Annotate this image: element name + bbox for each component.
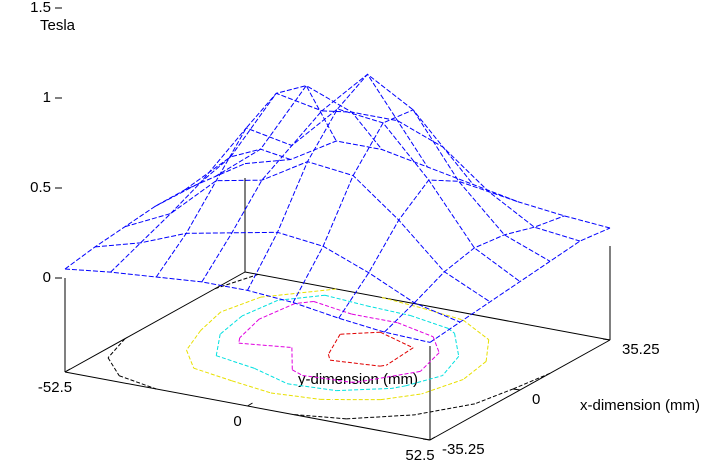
contour-segment [327, 354, 331, 361]
surface-line [247, 73, 428, 291]
contour-segment [454, 333, 460, 357]
contour-segment [254, 367, 288, 385]
contour-segment [292, 369, 303, 376]
surface-line [110, 148, 291, 273]
y-tick-label: -52.5 [38, 379, 72, 396]
contour-segment [423, 307, 464, 321]
contour-segment [302, 374, 352, 383]
contour-segment [380, 331, 414, 349]
contour-segment [238, 342, 292, 348]
surface-line [384, 215, 565, 333]
surface-line [64, 268, 431, 343]
z-axis-label: Tesla [40, 17, 76, 34]
contour-segment [346, 414, 415, 420]
x-tick [602, 338, 611, 341]
surface-line [154, 108, 521, 283]
surface-line [184, 73, 551, 262]
contour-segment [107, 338, 126, 359]
contour-segment [327, 333, 341, 355]
contour-segment [442, 356, 460, 376]
y-axis-label: y-dimension (mm) [298, 371, 418, 388]
surface-line [201, 110, 383, 283]
surface-line [338, 179, 519, 319]
contour-segment [462, 319, 490, 341]
y-tick-label: 0 [233, 413, 241, 430]
x-axis-label: x-dimension (mm) [580, 397, 700, 414]
contour-segment [351, 313, 398, 324]
contour-segment [485, 339, 490, 362]
x-tick [512, 388, 521, 391]
contour-segment [432, 336, 440, 353]
contour-segment [357, 370, 421, 383]
y-tick [247, 402, 253, 407]
contour-segment [214, 273, 259, 290]
contour-segment [241, 299, 278, 317]
contour-segment [324, 294, 367, 307]
contour-segment [513, 372, 551, 390]
contour-segment [340, 331, 381, 335]
contour-segment [380, 364, 387, 367]
x-tick-label: 35.25 [622, 341, 660, 358]
contour-segment [119, 375, 157, 390]
contour-segment [474, 388, 514, 405]
surface-line [155, 85, 337, 278]
x-tick [422, 438, 431, 441]
z-tick-label: 1 [43, 89, 51, 106]
contour-segment [239, 318, 260, 339]
contour-segment [186, 330, 202, 351]
contour-segment [231, 380, 272, 394]
contour-segment [193, 367, 233, 382]
contour-segment [200, 311, 222, 331]
contour-segment [277, 294, 326, 301]
contour-segment [366, 305, 411, 317]
box-edge [244, 271, 611, 341]
contour-segment [293, 414, 347, 420]
z-tick-label: 1.5 [30, 0, 51, 16]
surface-line [292, 109, 474, 303]
contour-segment [391, 385, 406, 389]
contour-segment [294, 301, 314, 305]
contour-segment [397, 322, 434, 338]
z-tick-label: 0.5 [30, 179, 51, 196]
contour-segment [405, 375, 443, 387]
contour-segment [329, 359, 381, 367]
y-tick-label: 52.5 [405, 447, 434, 464]
contour-segment [414, 403, 475, 416]
contour-segment [386, 347, 414, 366]
contour-segment [216, 355, 255, 369]
contour-segment [220, 296, 261, 313]
surface-line [244, 140, 611, 229]
contour-segment [419, 352, 440, 372]
contour-segment [215, 334, 221, 356]
x-tick-label: 0 [532, 391, 540, 408]
contour-segment [336, 387, 392, 392]
surface-line [214, 85, 581, 242]
contour-segment [270, 392, 321, 400]
surface-line [64, 163, 246, 270]
x-tick-label: -35.25 [442, 441, 485, 458]
contour-segment [186, 349, 195, 369]
y-tick [429, 436, 436, 441]
box-edge [64, 271, 246, 373]
surface-line [94, 231, 461, 323]
surface-line [429, 227, 611, 343]
contour-segment [380, 393, 422, 401]
contour-segment [463, 361, 487, 380]
contour-segment [410, 315, 449, 329]
contour-segment [238, 337, 241, 344]
contour-segment [421, 378, 464, 395]
contour-segment [287, 383, 337, 392]
y-tick [64, 368, 71, 373]
contour-segment [381, 297, 424, 309]
contour-segment [107, 357, 120, 377]
z-tick-label: 0 [43, 269, 51, 286]
contour-segment [258, 303, 296, 320]
contour-segment [313, 301, 353, 315]
contour-segment [219, 315, 243, 335]
